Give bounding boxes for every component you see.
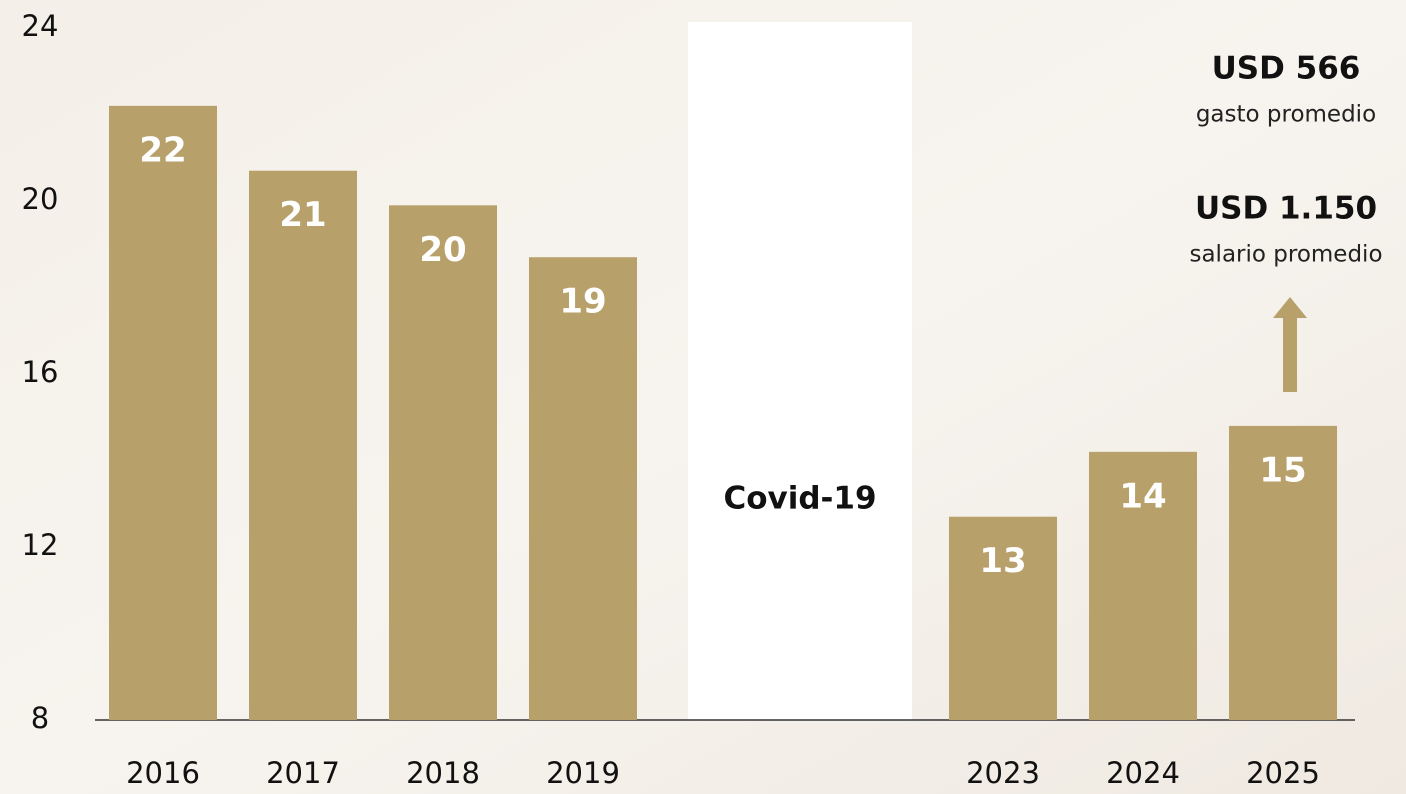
value-label: 13 xyxy=(979,541,1026,581)
y-tick-label: 20 xyxy=(22,182,59,216)
x-tick-label: 2017 xyxy=(266,756,340,790)
covid-band xyxy=(688,22,912,720)
bar xyxy=(949,516,1057,720)
value-label: 22 xyxy=(139,130,186,170)
annotation: salario promedio xyxy=(1189,242,1382,268)
y-tick-label: 24 xyxy=(22,9,59,43)
x-tick-label: 2023 xyxy=(966,756,1040,790)
annotation: gasto promedio xyxy=(1196,102,1376,128)
bar xyxy=(1229,425,1337,720)
value-label: 19 xyxy=(559,282,606,322)
annotation: USD 566 xyxy=(1212,51,1361,87)
value-label: 15 xyxy=(1259,450,1306,490)
x-tick-label: 2019 xyxy=(546,756,620,790)
x-tick-label: 2016 xyxy=(126,756,200,790)
value-label: 20 xyxy=(419,230,466,270)
value-label: 14 xyxy=(1119,476,1166,516)
x-tick-label: 2018 xyxy=(406,756,480,790)
annotation: Covid-19 xyxy=(723,481,876,517)
y-tick-label: 12 xyxy=(22,528,59,562)
y-tick-label: 16 xyxy=(22,355,59,389)
bar xyxy=(1089,451,1197,720)
arrow xyxy=(1273,297,1307,392)
bar xyxy=(109,105,217,721)
annotation: USD 1.150 xyxy=(1195,191,1377,227)
x-tick-label: 2025 xyxy=(1246,756,1320,790)
y-tick-label: 8 xyxy=(31,701,49,735)
x-tick-label: 2024 xyxy=(1106,756,1180,790)
bar xyxy=(389,205,497,720)
bar xyxy=(529,257,637,720)
value-label: 21 xyxy=(279,195,326,235)
bar xyxy=(249,170,357,721)
